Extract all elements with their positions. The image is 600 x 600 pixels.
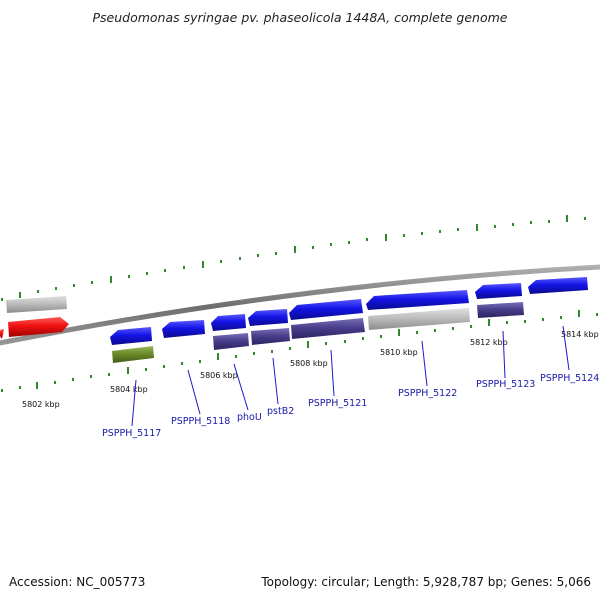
leader-pspph-5118 [187,369,201,415]
gene-arrow-pstb2 [248,309,288,326]
kbp-label-5812: 5812 kbp [470,338,508,347]
map-title: Pseudomonas syringae pv. phaseolicola 14… [92,10,507,25]
kbp-label-5810: 5810 kbp [380,348,418,357]
leader-pspph-5124 [562,325,570,371]
gene-label-phou[interactable]: phoU [237,412,262,423]
gene-arrow-gray [6,296,67,313]
leader-pspph-5122 [421,340,428,387]
gene-leader-lines [131,325,570,427]
gene-arrow-purple-5121 [291,318,365,339]
gene-arrow-red-left [0,329,4,339]
leader-pspph-5121 [330,349,335,397]
gene-arrow-pspph-5118 [162,320,205,338]
gene-label-pspph-5124[interactable]: PSPPH_5124 [540,373,599,384]
leader-pspph-5117 [131,379,137,427]
inner-tick-row [1,310,598,392]
gene-arrow-pspph-5123 [475,283,522,299]
kbp-label-5802: 5802 kbp [22,400,60,409]
gene-label-pspph-5123[interactable]: PSPPH_5123 [476,379,535,390]
gene-arrow-pspph-5124 [528,277,588,294]
gene-arrow-pspph-5121 [289,299,363,320]
gene-arrow-phou [211,314,246,331]
kbp-label-5808: 5808 kbp [290,359,328,368]
accession-text: Accession: NC_005773 [9,575,145,589]
gene-label-pspph-5118[interactable]: PSPPH_5118 [171,416,230,427]
leader-pstb2 [272,357,279,405]
kbp-label-5804: 5804 kbp [110,385,148,394]
topology-text: Topology: circular; Length: 5,928,787 bp… [260,575,591,589]
gene-arrow-purple-pstb2 [251,328,290,345]
gene-arrow-pspph-5117 [110,327,152,345]
leader-phou [233,363,249,411]
leader-pspph-5123 [502,330,506,379]
gene-label-pspph-5122[interactable]: PSPPH_5122 [398,388,457,399]
kbp-label-5814: 5814 kbp [561,330,599,339]
outer-tick-row [1,215,586,301]
gene-arrow-purple-5123 [477,302,524,318]
gene-track [0,277,588,363]
gene-label-pstb2[interactable]: pstB2 [267,406,294,417]
gene-label-pspph-5117[interactable]: PSPPH_5117 [102,428,161,439]
gene-arrow-red [8,317,69,337]
gene-arrow-gray-5122 [368,308,470,330]
gene-arrow-purple-phou [213,333,249,350]
gene-arrow-pspph-5122 [366,290,469,310]
kbp-label-5806: 5806 kbp [200,371,238,380]
gene-arrow-green [112,346,154,363]
genome-backbone [0,264,600,346]
gene-label-pspph-5121[interactable]: PSPPH_5121 [308,398,367,409]
